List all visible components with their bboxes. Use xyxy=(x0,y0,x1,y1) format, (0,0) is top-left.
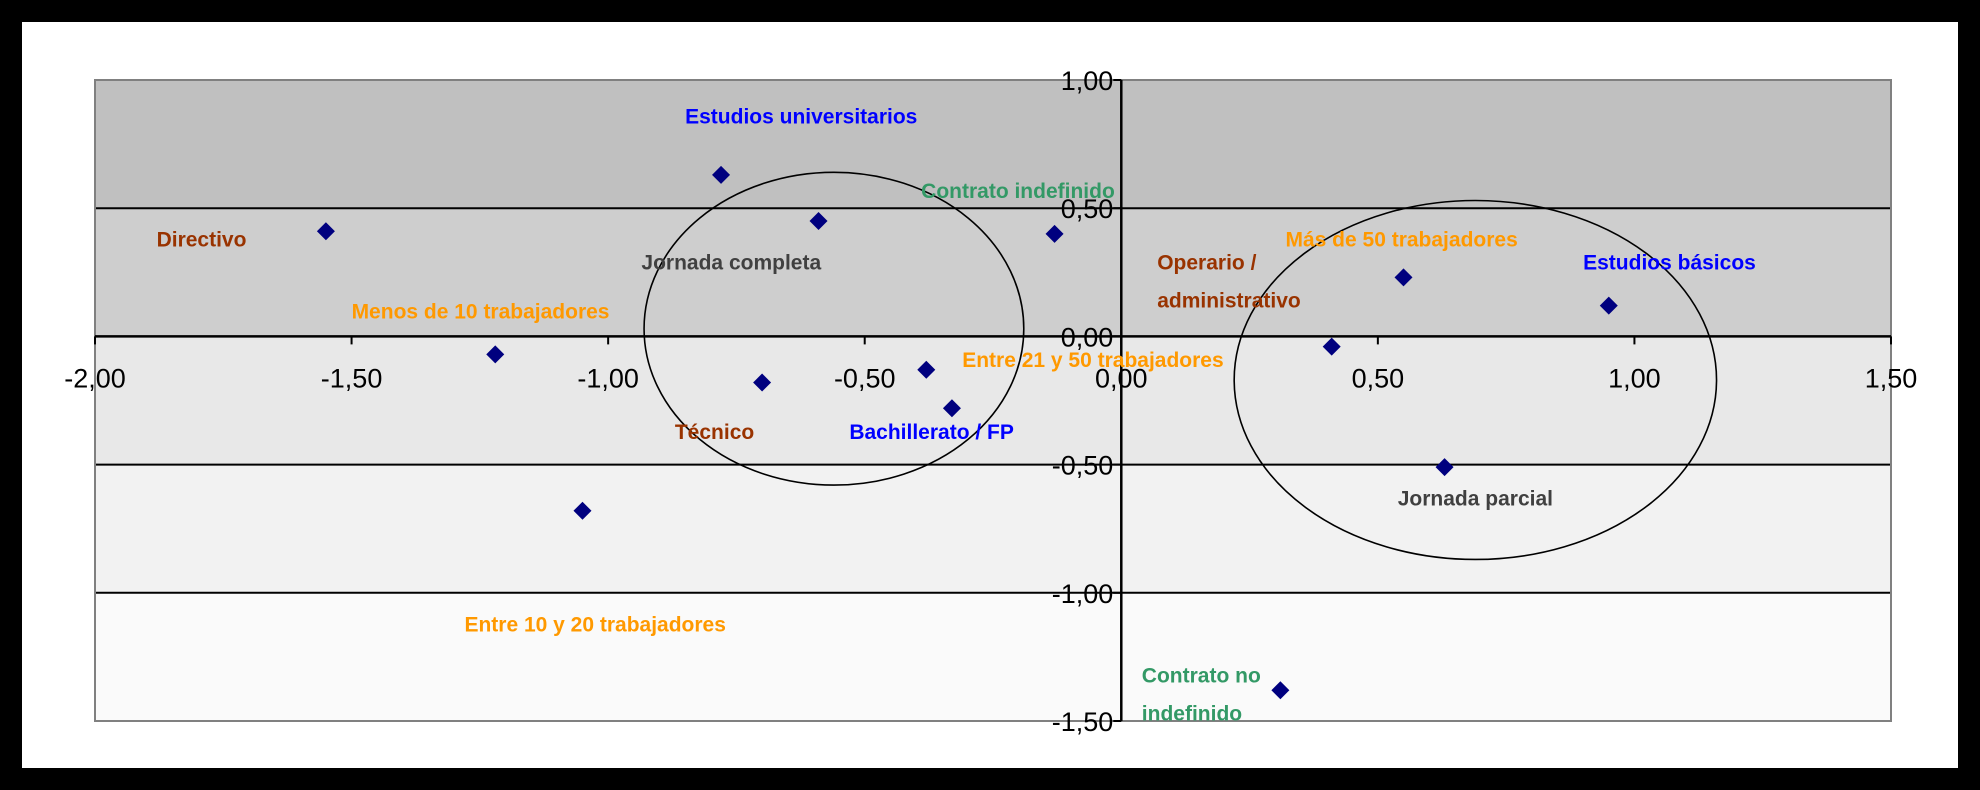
x-tick-label: 1,00 xyxy=(1608,363,1661,393)
point-labels: Estudios universitarios Directivo Menos de… xyxy=(157,106,1756,726)
data-point xyxy=(1435,458,1454,477)
data-point xyxy=(1394,268,1413,287)
point-label: Bachillerato / FP xyxy=(849,421,1014,444)
data-point xyxy=(573,501,592,520)
x-tick-label: 1,50 xyxy=(1865,363,1918,393)
data-point xyxy=(917,360,936,379)
point-label: Menos de 10 trabajadores xyxy=(352,300,610,323)
plot-area-border xyxy=(94,79,1892,722)
x-tick-label: 0,50 xyxy=(1352,363,1405,393)
point-label: Operario / administrativo xyxy=(1157,252,1301,313)
data-point xyxy=(1271,681,1290,700)
point-label: Contrato no indefinido xyxy=(1142,665,1261,726)
data-point xyxy=(712,165,731,184)
background-band xyxy=(95,80,1891,209)
point-label: Estudios universitarios xyxy=(685,106,917,129)
x-tick-label: -0,50 xyxy=(834,363,896,393)
point-label: Técnico xyxy=(675,421,754,444)
data-point xyxy=(1322,337,1341,356)
y-tick-label: 1,00 xyxy=(1061,66,1114,96)
axes xyxy=(95,80,1891,721)
y-tick-label: 0,00 xyxy=(1061,322,1114,352)
group-ellipses: Jornada completa Jornada parcial xyxy=(641,171,1718,561)
x-axis-ticks: -2,00 -1,50 -1,00 -0,50 0,00 0,50 1,00 1,50 xyxy=(64,336,1917,393)
y-tick-label: -0,50 xyxy=(1052,451,1114,481)
x-tick-label: -1,00 xyxy=(577,363,639,393)
x-tick-label: -2,00 xyxy=(64,363,126,393)
background-band xyxy=(95,592,1891,721)
data-point xyxy=(316,222,335,241)
y-tick-label: -1,00 xyxy=(1052,579,1114,609)
y-tick-label: 0,50 xyxy=(1061,194,1114,224)
data-point xyxy=(1599,296,1618,315)
background-band xyxy=(95,464,1891,593)
y-tick-label: -1,50 xyxy=(1052,707,1114,737)
data-point xyxy=(1045,224,1064,243)
point-label: Entre 10 y 20 trabajadores xyxy=(464,613,725,636)
data-point xyxy=(809,212,828,231)
data-point xyxy=(486,345,505,364)
x-tick-label: -1,50 xyxy=(321,363,383,393)
group-label: Jornada parcial xyxy=(1398,488,1553,511)
data-point xyxy=(753,373,772,392)
point-label: Más de 50 trabajadores xyxy=(1285,229,1517,252)
y-axis-ticks: 1,00 0,50 0,00 -0,50 -1,00 -1,50 xyxy=(1052,66,1122,737)
gridlines xyxy=(95,207,1891,594)
background-band xyxy=(95,336,1891,465)
data-points xyxy=(316,165,1618,700)
group-ellipse xyxy=(643,171,1025,486)
group-label: Jornada completa xyxy=(641,252,821,275)
background-band xyxy=(95,208,1891,337)
point-label: Contrato indefinido xyxy=(921,180,1115,203)
x-tick-label: 0,00 xyxy=(1095,363,1148,393)
data-point xyxy=(942,399,961,418)
background-bands xyxy=(95,80,1891,721)
point-label: Estudios básicos xyxy=(1583,252,1756,275)
group-ellipse xyxy=(1233,199,1718,561)
point-label: Directivo xyxy=(157,229,247,252)
point-label: Entre 21 y 50 trabajadores xyxy=(962,349,1223,372)
